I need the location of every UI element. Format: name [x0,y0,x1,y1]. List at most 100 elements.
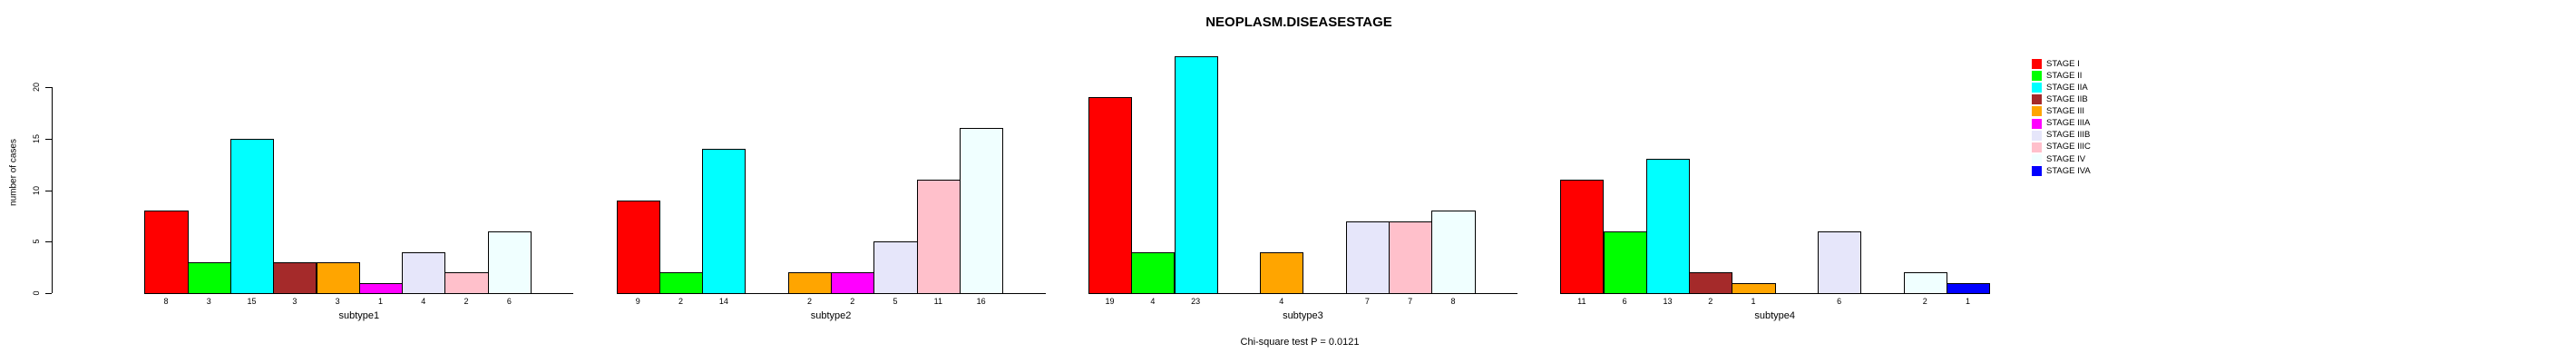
bar-value-label: 23 [1191,297,1201,306]
bar-value-label: 11 [1577,297,1586,306]
legend-color-swatch [2032,94,2042,105]
bar-value-label: 3 [292,297,298,306]
legend-color-swatch [2032,153,2042,164]
bar-value-label: 1 [1751,297,1756,306]
group-label: subtype1 [338,310,380,321]
group-label: subtype4 [1754,310,1796,321]
legend-item-label: STAGE IVA [2046,165,2091,176]
bar [916,180,961,294]
chart-title: NEOPLASM.DISEASESTAGE [1205,15,1392,30]
bar [229,138,275,294]
y-axis-line [51,87,53,293]
bar-value-label: 7 [1364,297,1370,306]
y-axis-tick [44,241,52,243]
legend-item-label: STAGE IV [2046,153,2086,164]
bar-value-label: 4 [1279,297,1284,306]
bar [487,231,532,294]
legend-item: STAGE III [2032,105,2091,117]
bar [358,282,404,294]
bar [873,241,918,294]
bar-value-label: 13 [1663,297,1673,306]
legend-item-label: STAGE IIB [2046,94,2088,105]
y-axis-tick-label: 10 [31,185,41,195]
bar-value-label: 11 [933,297,942,306]
bar [1345,221,1390,294]
bar [960,128,1004,294]
legend-item: STAGE IVA [2032,165,2091,177]
bar-value-label: 2 [463,297,469,306]
bar [402,251,446,294]
y-axis-tick-label: 15 [31,133,41,143]
bar [831,272,875,294]
y-axis-tick [44,138,52,140]
bar-value-label: 3 [335,297,340,306]
bar [1903,272,1947,294]
legend-color-swatch [2032,71,2042,82]
bar [1131,251,1176,294]
bar-value-label: 19 [1105,297,1115,306]
legend-color-swatch [2032,83,2042,93]
bar-value-label: 1 [377,297,383,306]
legend: STAGE I STAGE II STAGE IIA STAGE IIB STAGE I… [2032,58,2091,177]
bar-value-label: 2 [806,297,812,306]
bar [787,272,833,294]
legend-color-swatch [2032,118,2042,129]
bar [187,261,231,294]
bar [1560,180,1605,294]
bar-value-label: 5 [893,297,898,306]
bar [1946,282,1991,294]
bar-value-label: 7 [1408,297,1413,306]
bar [1088,97,1133,294]
legend-color-swatch [2032,142,2042,152]
legend-item: STAGE IV [2032,153,2091,165]
legend-item-label: STAGE IIIA [2046,118,2091,129]
legend-item: STAGE II [2032,70,2091,82]
bar [444,272,489,294]
bar-value-label: 4 [1150,297,1156,306]
bar-value-label: 14 [718,297,728,306]
legend-item-label: STAGE II [2046,70,2083,81]
y-axis-tick [44,293,52,294]
bar-value-label: 6 [1622,297,1627,306]
legend-item: STAGE IIIA [2032,117,2091,129]
bar [702,149,746,294]
bar [1645,159,1691,294]
bar [659,272,704,294]
bar [1431,211,1476,294]
bar-value-label: 9 [635,297,640,306]
bar-value-label: 4 [421,297,426,306]
bar [144,211,189,294]
bar-value-label: 16 [976,297,986,306]
bar-value-label: 2 [1922,297,1927,306]
bar-value-label: 6 [506,297,512,306]
y-axis-tick [44,87,52,88]
legend-item: STAGE IIIC [2032,142,2091,153]
legend-item: STAGE IIIB [2032,130,2091,142]
bar [273,261,317,294]
group-label: subtype2 [810,310,852,321]
bar [616,200,660,294]
legend-color-swatch [2032,59,2042,70]
legend-item: STAGE IIB [2032,93,2091,105]
bar-value-label: 2 [678,297,684,306]
bar [1260,251,1304,294]
y-axis-tick-label: 20 [31,82,41,93]
chi-square-annotation: Chi-square test P = 0.0121 [1240,337,1360,348]
bar-value-label: 8 [163,297,169,306]
group-label: subtype3 [1283,310,1323,321]
bar-value-label: 3 [206,297,211,306]
y-axis-label: number of cases [8,139,19,206]
legend-item-label: STAGE III [2046,106,2085,117]
bar [1818,231,1862,294]
bar [1603,231,1647,294]
bar-value-label: 1 [1966,297,1971,306]
bar [1732,282,1776,294]
bar [1689,272,1733,294]
legend-color-swatch [2032,130,2042,141]
legend-item-label: STAGE I [2046,58,2080,69]
legend-item: STAGE I [2032,58,2091,70]
legend-item-label: STAGE IIA [2046,82,2088,93]
legend-color-swatch [2032,165,2042,176]
legend-item-label: STAGE IIIC [2046,142,2091,152]
